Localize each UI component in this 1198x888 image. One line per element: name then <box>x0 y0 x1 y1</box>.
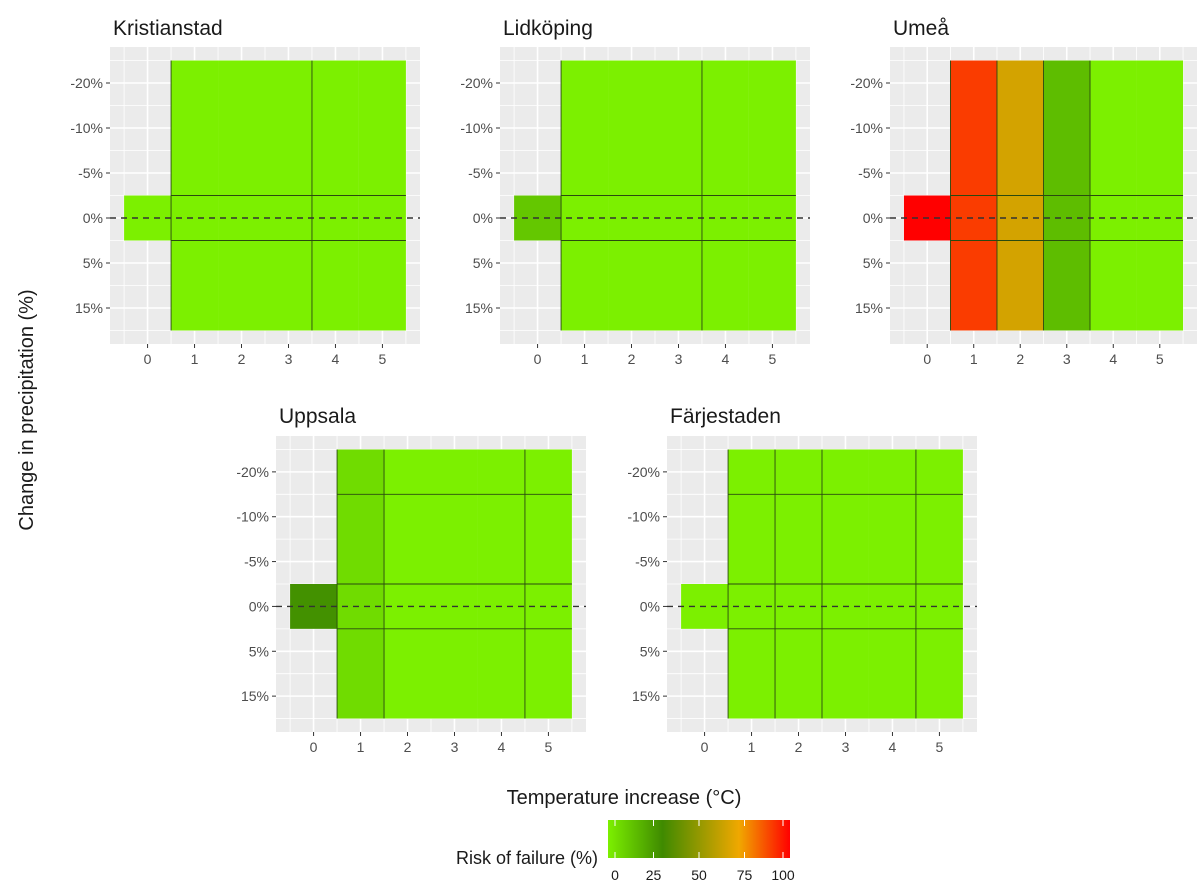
panel-title: Lidköping <box>503 17 593 40</box>
x-tick-label: 5 <box>379 351 387 367</box>
x-tick-label: 1 <box>357 739 365 755</box>
x-axis-title: Temperature increase (°C) <box>507 787 742 809</box>
legend-tick-label: 75 <box>737 867 753 883</box>
x-tick-label: 2 <box>238 351 246 367</box>
panel: -20% -10% -5% 0% 5% 15% 0 1 2 3 4 5 Umeå <box>850 17 1197 367</box>
x-tick-label: 2 <box>628 351 636 367</box>
panel: -20% -10% -5% 0% 5% 15% 0 1 2 3 4 5 Färjestaden <box>627 405 977 755</box>
y-tick-label: -20% <box>236 464 269 480</box>
x-tick-label: 1 <box>191 351 199 367</box>
y-tick-label: 5% <box>249 643 269 659</box>
y-tick-label: -5% <box>635 554 660 570</box>
legend-title: Risk of failure (%) <box>456 848 598 868</box>
y-tick-label: 0% <box>83 210 103 226</box>
x-tick-label: 5 <box>769 351 777 367</box>
y-tick-label: 15% <box>75 300 103 316</box>
y-tick-label: -20% <box>850 75 883 91</box>
x-tick-label: 1 <box>748 739 756 755</box>
y-tick-label: 15% <box>632 688 660 704</box>
y-tick-label: -5% <box>858 165 883 181</box>
x-tick-label: 4 <box>889 739 897 755</box>
legend-colorbar <box>608 820 790 858</box>
legend-tick-label: 0 <box>611 867 619 883</box>
panel: -20% -10% -5% 0% 5% 15% 0 1 2 3 4 5 Lidköping <box>460 17 810 367</box>
x-tick-label: 0 <box>923 351 931 367</box>
y-axis-title: Change in precipitation (%) <box>16 289 38 530</box>
panel-title: Umeå <box>893 17 949 40</box>
x-tick-label: 0 <box>144 351 152 367</box>
x-tick-label: 2 <box>404 739 412 755</box>
x-tick-label: 2 <box>1016 351 1024 367</box>
y-tick-label: 5% <box>640 643 660 659</box>
x-tick-label: 3 <box>842 739 850 755</box>
y-tick-label: -20% <box>70 75 103 91</box>
panel: -20% -10% -5% 0% 5% 15% 0 1 2 3 4 5 Kristianstad <box>70 17 420 367</box>
y-tick-label: -5% <box>468 165 493 181</box>
y-tick-label: -5% <box>78 165 103 181</box>
x-tick-label: 5 <box>1156 351 1164 367</box>
y-tick-label: -10% <box>236 509 269 525</box>
panel-title: Uppsala <box>279 405 356 428</box>
panels: -20%-10%-5%0%5%15%0 1 2 3 4 5Kristianstad-20%… <box>70 17 1197 755</box>
x-tick-label: 5 <box>545 739 553 755</box>
x-tick-label: 4 <box>722 351 730 367</box>
y-tick-label: 0% <box>473 210 493 226</box>
x-tick-label: 2 <box>795 739 803 755</box>
y-tick-label: 0% <box>249 598 269 614</box>
y-tick-label: -5% <box>244 554 269 570</box>
x-tick-label: 1 <box>970 351 978 367</box>
y-tick-label: -20% <box>460 75 493 91</box>
y-tick-label: 5% <box>83 255 103 271</box>
x-tick-label: 0 <box>310 739 318 755</box>
y-tick-label: -10% <box>70 120 103 136</box>
x-tick-label: 1 <box>581 351 589 367</box>
y-tick-label: 0% <box>863 210 883 226</box>
panel-title: Färjestaden <box>670 405 781 428</box>
y-tick-label: 5% <box>863 255 883 271</box>
legend-tick-label: 25 <box>646 867 662 883</box>
x-tick-label: 3 <box>285 351 293 367</box>
y-tick-label: 15% <box>465 300 493 316</box>
x-tick-label: 4 <box>332 351 340 367</box>
y-tick-label: -20% <box>627 464 660 480</box>
x-tick-label: 5 <box>936 739 944 755</box>
panel-title: Kristianstad <box>113 17 223 40</box>
y-tick-label: -10% <box>850 120 883 136</box>
y-tick-label: 15% <box>241 688 269 704</box>
x-tick-label: 3 <box>1063 351 1071 367</box>
y-tick-label: 15% <box>855 300 883 316</box>
x-tick-label: 0 <box>701 739 709 755</box>
y-tick-label: -10% <box>460 120 493 136</box>
x-tick-label: 4 <box>498 739 506 755</box>
legend-tick-label: 50 <box>691 867 707 883</box>
x-tick-label: 3 <box>451 739 459 755</box>
y-tick-label: -10% <box>627 509 660 525</box>
x-tick-label: 0 <box>534 351 542 367</box>
legend-tick-label: 100 <box>771 867 795 883</box>
x-tick-label: 4 <box>1109 351 1117 367</box>
panel: -20% -10% -5% 0% 5% 15% 0 1 2 3 4 5 Uppsala <box>236 405 586 755</box>
y-tick-label: 5% <box>473 255 493 271</box>
legend-ticks: 0 25 50 75 100 <box>611 820 795 883</box>
legend: Risk of failure (%) 0 25 50 75 100 <box>456 820 795 883</box>
x-tick-label: 3 <box>675 351 683 367</box>
y-tick-label: 0% <box>640 598 660 614</box>
